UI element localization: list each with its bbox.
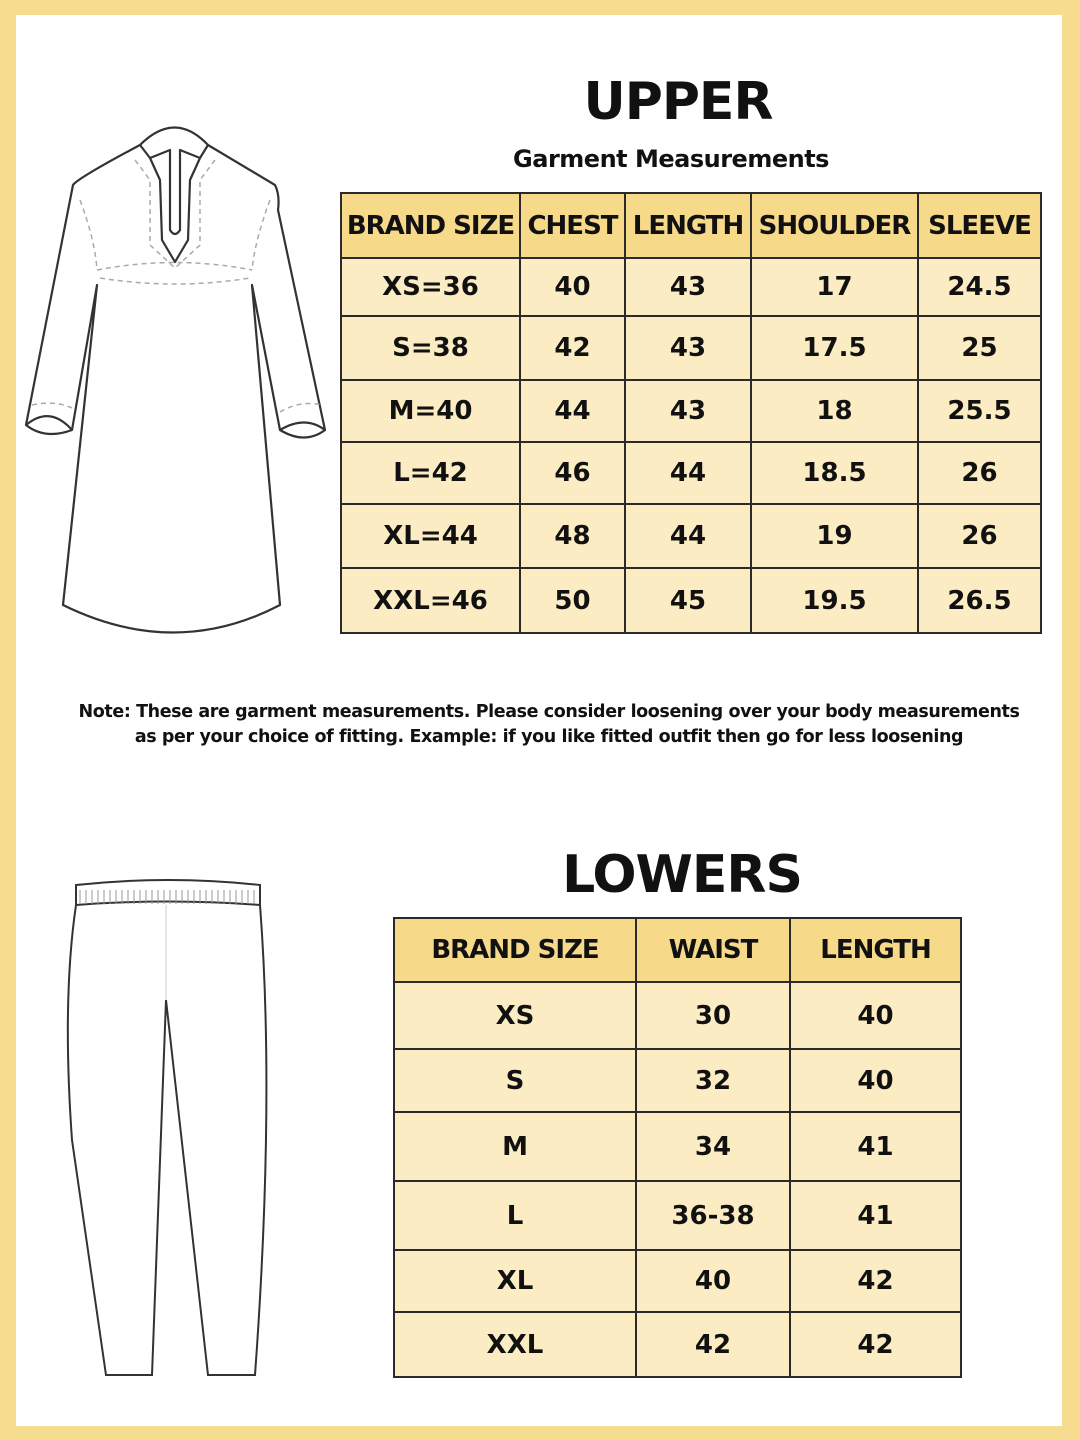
size-cell: XL=44 <box>340 503 521 569</box>
table-row: XL=44 48 44 19 26 <box>340 503 1042 569</box>
header-chest: CHEST <box>519 192 626 259</box>
table-row: L=42 46 44 18.5 26 <box>340 441 1042 505</box>
size-cell: XXL=46 <box>340 567 521 634</box>
lowers-size-table: BRAND SIZE WAIST LENGTH XS 30 40 S 32 40 M 34 41… <box>393 917 962 1378</box>
size-cell: L=42 <box>340 441 521 505</box>
size-cell: XS <box>393 981 637 1050</box>
measurement-cell: 43 <box>624 315 752 381</box>
size-cell: M=40 <box>340 379 521 443</box>
header-sleeve: SLEEVE <box>917 192 1042 259</box>
lowers-title: LOWERS <box>562 845 803 905</box>
size-cell: L <box>393 1180 637 1251</box>
measurement-cell: 32 <box>635 1048 791 1113</box>
size-cell: M <box>393 1111 637 1182</box>
table-row: XS=36 40 43 17 24.5 <box>340 257 1042 317</box>
measurement-cell: 41 <box>789 1111 962 1182</box>
lowers-header-row: BRAND SIZE WAIST LENGTH <box>393 917 962 983</box>
size-cell: XS=36 <box>340 257 521 317</box>
measurement-cell: 17.5 <box>750 315 919 381</box>
measurement-cell: 25.5 <box>917 379 1042 443</box>
pants-icon <box>66 879 268 1376</box>
kurta-icon <box>24 126 327 634</box>
measurement-note: Note: These are garment measurements. Pl… <box>40 700 1058 750</box>
measurement-cell: 19.5 <box>750 567 919 634</box>
measurement-cell: 18.5 <box>750 441 919 505</box>
measurement-cell: 42 <box>635 1311 791 1378</box>
size-cell: XL <box>393 1249 637 1313</box>
measurement-cell: 40 <box>635 1249 791 1313</box>
measurement-cell: 40 <box>519 257 626 317</box>
measurement-cell: 41 <box>789 1180 962 1251</box>
size-cell: XXL <box>393 1311 637 1378</box>
measurement-cell: 26 <box>917 441 1042 505</box>
measurement-cell: 42 <box>519 315 626 381</box>
header-brand-size: BRAND SIZE <box>340 192 521 259</box>
measurement-cell: 34 <box>635 1111 791 1182</box>
table-row: XS 30 40 <box>393 981 962 1050</box>
measurement-cell: 46 <box>519 441 626 505</box>
measurement-cell: 43 <box>624 257 752 317</box>
upper-title: UPPER <box>583 72 773 132</box>
table-row: M=40 44 43 18 25.5 <box>340 379 1042 443</box>
size-cell: S <box>393 1048 637 1113</box>
note-line-1: Note: These are garment measurements. Pl… <box>78 702 1020 722</box>
upper-subtitle: Garment Measurements <box>513 145 829 173</box>
table-row: L 36-38 41 <box>393 1180 962 1251</box>
measurement-cell: 24.5 <box>917 257 1042 317</box>
measurement-cell: 50 <box>519 567 626 634</box>
measurement-cell: 44 <box>519 379 626 443</box>
table-row: S 32 40 <box>393 1048 962 1113</box>
measurement-cell: 36-38 <box>635 1180 791 1251</box>
measurement-cell: 19 <box>750 503 919 569</box>
upper-header-row: BRAND SIZE CHEST LENGTH SHOULDER SLEEVE <box>340 192 1042 259</box>
measurement-cell: 42 <box>789 1249 962 1313</box>
measurement-cell: 43 <box>624 379 752 443</box>
measurement-cell: 40 <box>789 1048 962 1113</box>
measurement-cell: 17 <box>750 257 919 317</box>
table-row: S=38 42 43 17.5 25 <box>340 315 1042 381</box>
measurement-cell: 42 <box>789 1311 962 1378</box>
upper-size-table: BRAND SIZE CHEST LENGTH SHOULDER SLEEVE … <box>340 192 1042 634</box>
table-row: XXL 42 42 <box>393 1311 962 1378</box>
measurement-cell: 45 <box>624 567 752 634</box>
header-length: LENGTH <box>624 192 752 259</box>
table-row: XXL=46 50 45 19.5 26.5 <box>340 567 1042 634</box>
table-row: M 34 41 <box>393 1111 962 1182</box>
measurement-cell: 18 <box>750 379 919 443</box>
measurement-cell: 30 <box>635 981 791 1050</box>
header-length: LENGTH <box>789 917 962 983</box>
measurement-cell: 25 <box>917 315 1042 381</box>
table-row: XL 40 42 <box>393 1249 962 1313</box>
header-waist: WAIST <box>635 917 791 983</box>
measurement-cell: 26 <box>917 503 1042 569</box>
measurement-cell: 44 <box>624 503 752 569</box>
measurement-cell: 40 <box>789 981 962 1050</box>
size-cell: S=38 <box>340 315 521 381</box>
note-line-2: as per your choice of fitting. Example: … <box>134 727 964 747</box>
header-brand-size: BRAND SIZE <box>393 917 637 983</box>
measurement-cell: 48 <box>519 503 626 569</box>
measurement-cell: 44 <box>624 441 752 505</box>
measurement-cell: 26.5 <box>917 567 1042 634</box>
header-shoulder: SHOULDER <box>750 192 919 259</box>
